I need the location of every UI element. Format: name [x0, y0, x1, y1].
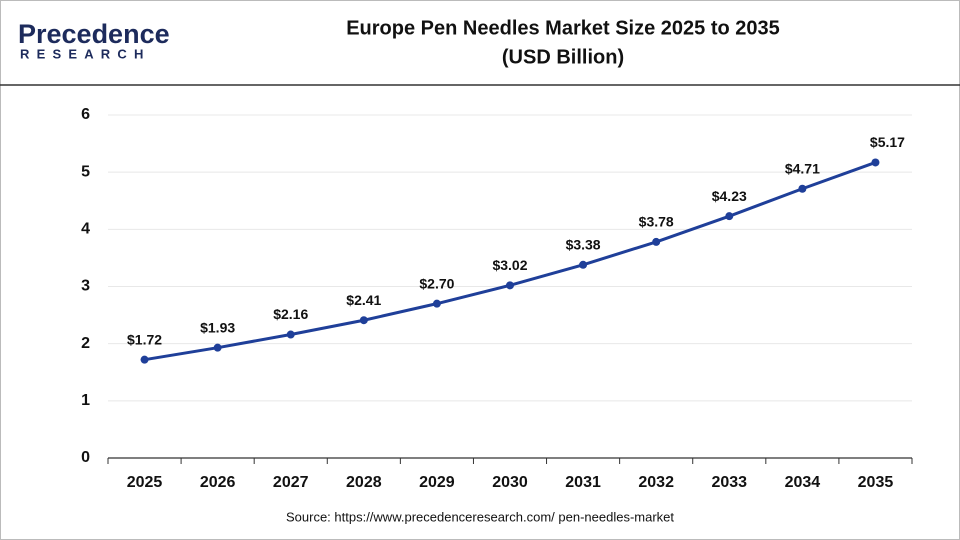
point	[871, 158, 880, 167]
x-tick-label: 2025	[127, 474, 163, 491]
y-tick-label: 5	[81, 163, 90, 180]
x-tick-label: 2028	[346, 474, 382, 491]
value-label: $5.17	[870, 134, 905, 150]
point	[213, 343, 222, 352]
point	[286, 330, 295, 339]
y-tick-label: 0	[81, 449, 90, 466]
value-label: $3.78	[639, 214, 674, 230]
value-label: $2.41	[346, 292, 381, 308]
chart-title: Europe Pen Needles Market Size 2025 to 2…	[346, 17, 780, 39]
y-tick-label: 2	[81, 335, 90, 352]
x-tick-label: 2029	[419, 474, 455, 491]
value-label: $4.71	[785, 160, 820, 176]
value-label: $1.93	[200, 319, 235, 335]
x-tick-label: 2030	[492, 474, 528, 491]
x-tick-label: 2034	[785, 474, 821, 491]
y-tick-label: 4	[81, 221, 90, 238]
y-tick-label: 1	[81, 392, 90, 409]
x-tick-label: 2031	[565, 474, 601, 491]
value-label: $1.72	[127, 331, 162, 347]
source: Source: https://www.precedenceresearch.c…	[286, 509, 674, 524]
point	[652, 237, 661, 246]
value-label: $2.16	[273, 306, 308, 322]
brand-tagline: RESEARCH	[20, 46, 151, 61]
value-label: $2.70	[419, 275, 454, 291]
point	[359, 316, 368, 325]
x-tick-label: 2027	[273, 474, 309, 491]
point	[725, 212, 734, 221]
value-label: $3.02	[492, 257, 527, 273]
brand-name: Precedence	[18, 19, 170, 49]
point	[579, 260, 588, 269]
x-tick-label: 2035	[858, 474, 894, 491]
chart-subtitle: (USD Billion)	[502, 46, 624, 68]
point	[798, 184, 807, 193]
x-tick-label: 2026	[200, 474, 236, 491]
value-label: $3.38	[566, 236, 601, 252]
value-label: $4.23	[712, 188, 747, 204]
point	[432, 299, 441, 308]
x-tick-label: 2032	[638, 474, 674, 491]
point	[140, 355, 149, 364]
x-tick-label: 2033	[711, 474, 747, 491]
y-tick-label: 3	[81, 278, 90, 295]
point	[506, 281, 514, 290]
y-tick-label: 6	[81, 106, 90, 123]
